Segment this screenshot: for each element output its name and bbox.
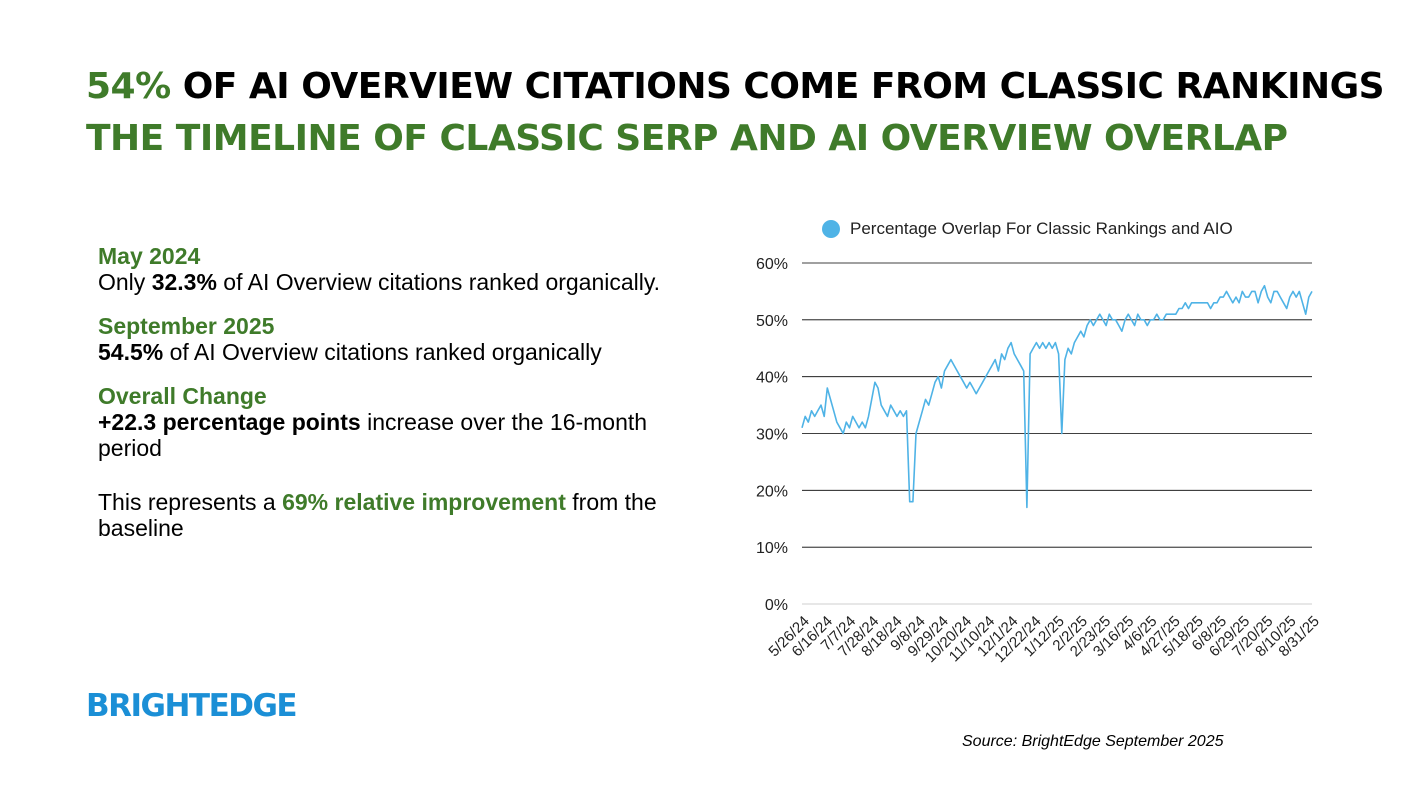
y-tick-label: 10% — [756, 540, 788, 557]
title-rest: OF AI OVERVIEW CITATIONS COME FROM CLASS… — [170, 66, 1385, 107]
y-tick-label: 0% — [765, 597, 788, 614]
stat-change-text: +22.3 percentage points increase over th… — [98, 409, 698, 461]
legend-label: Percentage Overlap For Classic Rankings … — [850, 219, 1233, 238]
source-note: Source: BrightEdge September 2025 — [962, 733, 1224, 750]
line-chart: 0% 10% 20% 30% 40% 50% 60% 5/26/246/16/247/7/2… — [756, 256, 1323, 666]
stat-may: May 2024 Only 32.3% of AI Overview citat… — [98, 243, 698, 295]
y-tick-label: 60% — [756, 256, 788, 273]
chart-grid — [802, 262, 1312, 605]
stat-relative-post: from the baseline — [98, 489, 657, 541]
stat-may-pre: Only — [98, 269, 152, 295]
stat-may-value: 32.3% — [151, 269, 217, 295]
stat-relative-pre: This represents a — [98, 489, 283, 515]
stat-sep: September 2025 54.5% of AI Overview cita… — [98, 313, 698, 365]
stat-may-heading: May 2024 — [98, 243, 201, 269]
x-axis-ticks: 5/26/246/16/247/7/247/28/248/18/249/8/24… — [765, 613, 1322, 666]
stat-change-post: increase over the 16-month period — [98, 409, 648, 461]
stat-sep-value: 54.5% — [98, 339, 164, 365]
stat-relative-value: 69% relative improvement — [282, 489, 566, 515]
stat-change-value: +22.3 percentage points — [98, 409, 361, 435]
stats-panel: May 2024 Only 32.3% of AI Overview citat… — [98, 243, 698, 559]
y-tick-label: 30% — [756, 427, 788, 444]
stat-may-post: of AI Overview citations ranked organica… — [216, 269, 661, 295]
brightedge-logo: BRIGHTEDGE — [86, 688, 298, 724]
stat-relative-text: This represents a 69% relative improveme… — [98, 489, 698, 541]
main-title: 54% OF AI OVERVIEW CITATIONS COME FROM C… — [86, 66, 1385, 107]
stat-change-heading: Overall Change — [98, 383, 267, 409]
stat-relative: This represents a 69% relative improveme… — [98, 489, 698, 541]
stat-sep-post: of AI Overview citations ranked organica… — [163, 339, 602, 365]
chart-series — [801, 284, 1313, 509]
y-tick-label: 40% — [756, 370, 788, 387]
y-tick-label: 20% — [756, 483, 788, 500]
stat-change: Overall Change +22.3 percentage points i… — [98, 383, 698, 461]
title-accent: 54% — [86, 66, 171, 107]
legend-dot-icon — [822, 220, 840, 238]
y-axis-ticks: 0% 10% 20% 30% 40% 50% 60% — [756, 256, 788, 614]
subtitle: THE TIMELINE OF CLASSIC SERP AND AI OVER… — [86, 118, 1288, 159]
stat-may-text: Only 32.3% of AI Overview citations rank… — [98, 269, 698, 295]
y-tick-label: 50% — [756, 313, 788, 330]
stat-sep-text: 54.5% of AI Overview citations ranked or… — [98, 339, 698, 365]
chart-legend: Percentage Overlap For Classic Rankings … — [822, 219, 1233, 239]
series-line — [801, 284, 1313, 509]
stat-sep-heading: September 2025 — [98, 313, 275, 339]
